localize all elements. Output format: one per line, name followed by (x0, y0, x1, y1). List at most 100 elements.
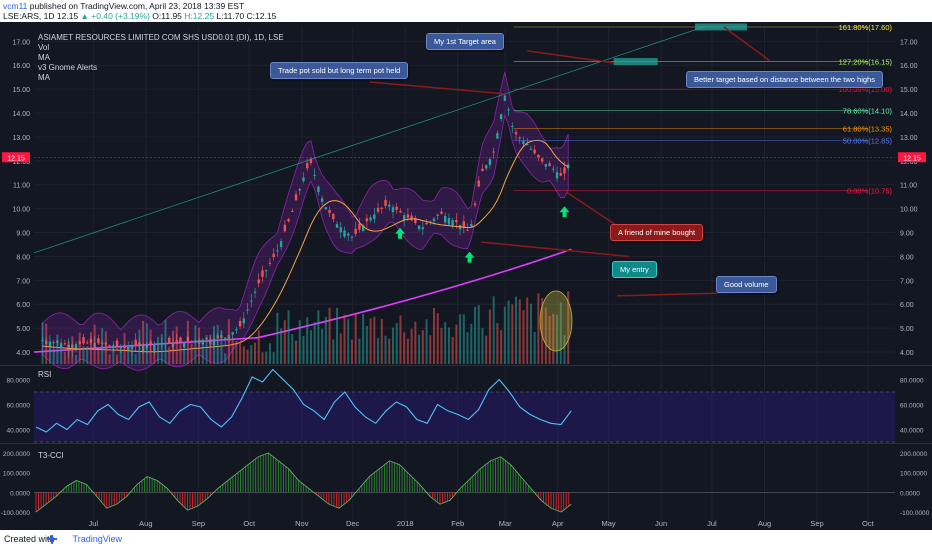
month-tick-label: Nov (295, 519, 309, 528)
volume-bar (101, 328, 104, 364)
candle-body (97, 338, 100, 344)
rsi-line (35, 368, 572, 433)
volume-bar (518, 299, 521, 364)
cci-tick-right: 0.0000 (900, 490, 920, 497)
volume-bar (272, 352, 275, 364)
volume-bar (440, 327, 443, 364)
ma-50-line (42, 139, 569, 353)
price-tick-label-right: 5.00 (900, 326, 914, 333)
volume-bar (89, 332, 92, 364)
volume-bar (399, 315, 402, 364)
candle-body (391, 207, 395, 213)
month-tick-label: Mar (499, 519, 512, 528)
rsi-band-fill (34, 392, 895, 442)
volume-bar (373, 316, 376, 364)
volume-bar (388, 338, 391, 364)
volume-bar (537, 293, 540, 364)
rsi-tick-left: 60.0000 (7, 403, 31, 410)
volume-bar (190, 343, 193, 364)
volume-bar (488, 309, 491, 364)
candle-body (350, 236, 354, 238)
volume-bar (447, 327, 450, 364)
tradingview-link[interactable]: TradingView (72, 534, 123, 544)
volume-bar (429, 335, 432, 364)
candle-body (302, 177, 305, 182)
annotation-my-entry: My entry (612, 261, 657, 278)
volume-bar (194, 325, 197, 364)
candle-body (339, 227, 342, 233)
legend-item-ma[interactable]: MA (38, 53, 50, 62)
cci-tick-left: -100.0000 (1, 510, 31, 517)
volume-bar (328, 307, 331, 364)
volume-bar (559, 302, 562, 364)
candle-body (179, 337, 182, 342)
fib-level-label: 161.80%(17.60) (839, 23, 893, 32)
candle-body (332, 213, 335, 220)
price-tick-label-right: 14.00 (900, 111, 918, 118)
chart-canvas[interactable]: Jul Aug Sep Oct Nov Dec 2018 Feb Mar Apr May Jun Jul… (0, 22, 932, 530)
legend-item-gnome-alerts[interactable]: v3 Gnome Alerts (38, 63, 98, 72)
volume-bar (280, 328, 283, 364)
cci-tick-right: 200.0000 (900, 451, 927, 458)
candle-body (261, 270, 264, 277)
candle-body (343, 230, 346, 237)
price-tick-label-left: 6.00 (16, 302, 30, 309)
month-tick-label: Sep (810, 519, 823, 528)
candle-body (417, 225, 421, 229)
candle-body (496, 133, 499, 139)
volume-bar (395, 323, 398, 364)
volume-bar (60, 342, 63, 364)
price-tick-label-left: 10.00 (12, 207, 30, 214)
cci-tick-left: 200.0000 (3, 451, 30, 458)
candle-body (436, 214, 439, 216)
price-tick-label-left: 4.00 (16, 350, 30, 357)
candle-body (421, 227, 425, 230)
price-tick-label-right: 17.00 (900, 39, 918, 46)
price-tick-label-left: 13.00 (12, 135, 30, 142)
author-link[interactable]: vcm11 (3, 1, 28, 11)
high-value: H:12.25 (184, 11, 215, 21)
cci-pane-label: T3-CCI (38, 451, 64, 460)
cci-tick-left: 0.0000 (10, 490, 30, 497)
candle-body (298, 188, 301, 191)
candle-body (320, 198, 324, 202)
volume-bar (332, 339, 335, 364)
volume-bar (52, 348, 55, 364)
rsi-tick-left: 80.0000 (7, 378, 31, 385)
volume-bar (459, 314, 462, 364)
candle-body (347, 233, 350, 236)
annotation-connector (723, 26, 771, 62)
candle-body (190, 340, 193, 342)
candle-body (294, 194, 298, 201)
price-tick-label-left: 9.00 (16, 231, 30, 238)
candle-body (246, 309, 249, 311)
volume-bar (134, 353, 137, 364)
rsi-pane-label: RSI (38, 370, 52, 379)
legend-item-ma-2[interactable]: MA (38, 73, 50, 82)
candle-body (134, 339, 137, 346)
volume-bar (295, 340, 298, 364)
fib-level-label: 0.00%(10.75) (847, 187, 893, 196)
month-tick-label: 2018 (397, 519, 414, 528)
candle-body (313, 174, 316, 176)
last-price-tag-left (2, 152, 30, 163)
candle-body (358, 223, 361, 230)
volume-bar (130, 351, 133, 364)
volume-bar (220, 330, 223, 364)
volume-bar (242, 346, 245, 364)
volume-bar (347, 319, 350, 364)
chart-legend: ASIAMET RESOURCES LIMITED COM SHS USD0.0… (38, 33, 284, 83)
volume-bar (112, 344, 115, 364)
volume-bar (313, 322, 316, 364)
volume-bar (291, 334, 294, 364)
volume-bar (86, 346, 89, 364)
volume-bar (466, 332, 469, 364)
candle-body (529, 148, 533, 150)
volume-bar (474, 306, 477, 364)
volume-bar (358, 338, 361, 364)
candle-body (518, 137, 521, 139)
legend-item-vol[interactable]: Vol (38, 43, 50, 52)
volume-bar (522, 310, 525, 364)
price-tick-label-right: 15.00 (900, 87, 918, 94)
month-tick-label: Dec (346, 519, 360, 528)
